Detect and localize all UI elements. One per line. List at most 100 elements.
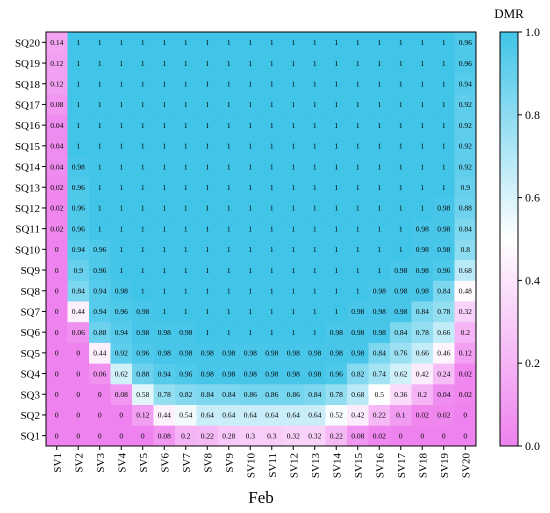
cell-value-label: 1 (76, 38, 80, 47)
cell-value-label: 0.24 (437, 369, 450, 378)
cell-value-label: 0.82 (351, 369, 364, 378)
heatmap-cell (411, 301, 434, 323)
heatmap-cell (390, 363, 412, 385)
heatmap-cell (196, 363, 219, 385)
heatmap-cell (196, 156, 219, 178)
cell-value-label: 0.98 (373, 328, 386, 337)
heatmap-cell (411, 280, 434, 302)
heatmap-cell (433, 342, 455, 364)
heatmap-cell (368, 197, 391, 219)
heatmap-cell (89, 156, 111, 178)
cell-value-label: 0.78 (416, 328, 429, 337)
heatmap-cell (196, 197, 219, 219)
heatmap-cell (153, 114, 176, 136)
heatmap-cell (325, 425, 348, 447)
heatmap-cell (433, 218, 455, 240)
cell-value-label: 0.98 (265, 349, 278, 358)
heatmap-cell (46, 342, 68, 364)
cell-value-label: 1 (291, 59, 295, 68)
heatmap-cell (261, 197, 283, 219)
cell-value-label: 0.78 (158, 390, 171, 399)
cell-value-label: 1 (205, 286, 209, 295)
heatmap-cell (433, 156, 455, 178)
cell-value-label: 0.08 (50, 100, 63, 109)
heatmap-cell (261, 342, 283, 364)
heatmap-cell (304, 176, 326, 198)
cell-value-label: 1 (399, 79, 403, 88)
cell-value-label: 0.84 (416, 307, 429, 316)
heatmap-cell (67, 156, 90, 178)
cell-value-label: 0.48 (459, 286, 472, 295)
x-tick-label: SV13 (310, 453, 322, 479)
heatmap-cell (110, 342, 133, 364)
cell-value-label: 1 (313, 100, 317, 109)
cell-value-label: 1 (162, 266, 166, 275)
heatmap-cell (239, 342, 262, 364)
cell-value-label: 1 (205, 204, 209, 213)
heatmap-cell (153, 52, 176, 74)
cell-value-label: 1 (76, 100, 80, 109)
cell-value-label: 0 (55, 390, 59, 399)
heatmap-cell (368, 176, 391, 198)
heatmap-cell (347, 135, 369, 157)
heatmap-cell (261, 32, 283, 54)
cell-value-label: 1 (399, 59, 403, 68)
cell-value-label: 1 (227, 245, 231, 254)
cell-value-label: 1 (377, 121, 381, 130)
heatmap-cell (46, 73, 68, 95)
heatmap-cell (89, 218, 111, 240)
heatmap-cell (110, 73, 133, 95)
cell-value-label: 0.84 (72, 286, 85, 295)
cell-value-label: 1 (248, 142, 252, 151)
cell-value-label: 0.22 (330, 431, 343, 440)
heatmap-cell (218, 73, 240, 95)
heatmap-cell (239, 239, 262, 261)
cell-value-label: 1 (205, 38, 209, 47)
heatmap-cell (89, 383, 111, 405)
cell-value-label: 0.98 (394, 266, 407, 275)
heatmap-cell (67, 280, 90, 302)
cell-value-label: 1 (291, 121, 295, 130)
cell-value-label: 0 (76, 431, 80, 440)
cell-value-label: 1 (141, 266, 145, 275)
heatmap-cell (153, 239, 176, 261)
cell-value-label: 1 (141, 100, 145, 109)
cell-value-label: 0.96 (136, 349, 149, 358)
cell-value-label: 0.98 (308, 369, 321, 378)
heatmap-cell (175, 321, 197, 343)
cell-value-label: 1 (313, 121, 317, 130)
cell-value-label: 0.32 (459, 307, 472, 316)
heatmap-cell (89, 301, 111, 323)
heatmap-cell (390, 135, 412, 157)
cell-value-label: 1 (270, 59, 274, 68)
cell-value-label: 0.44 (158, 411, 171, 420)
heatmap-cell (304, 32, 326, 54)
heatmap-cell (304, 94, 326, 116)
x-tick-label: SV16 (374, 453, 386, 479)
heatmap-cell (454, 135, 477, 157)
cell-value-label: 1 (119, 38, 123, 47)
cell-value-label: 0.02 (373, 431, 386, 440)
y-tick-label: SQ13 (15, 182, 41, 194)
cell-value-label: 1 (334, 183, 338, 192)
cell-value-label: 0.52 (330, 411, 343, 420)
cell-value-label: 0.84 (222, 390, 235, 399)
heatmap-cell (411, 176, 434, 198)
heatmap-cell (390, 94, 412, 116)
cell-value-label: 1 (442, 183, 446, 192)
cell-value-label: 0 (98, 390, 102, 399)
cell-value-label: 1 (313, 142, 317, 151)
y-tick-label: SQ1 (20, 431, 40, 443)
cell-value-label: 0.44 (93, 349, 106, 358)
heatmap-cell (132, 73, 154, 95)
heatmap-cell (89, 94, 111, 116)
cell-value-label: 0.66 (416, 349, 429, 358)
cell-value-label: 1 (184, 121, 188, 130)
cell-value-label: 1 (334, 204, 338, 213)
cell-value-label: 1 (377, 204, 381, 213)
cell-value-label: 1 (184, 245, 188, 254)
heatmap-cell (89, 176, 111, 198)
cell-value-label: 0.28 (222, 431, 235, 440)
heatmap-cell (153, 342, 176, 364)
cell-value-label: 0 (55, 431, 59, 440)
